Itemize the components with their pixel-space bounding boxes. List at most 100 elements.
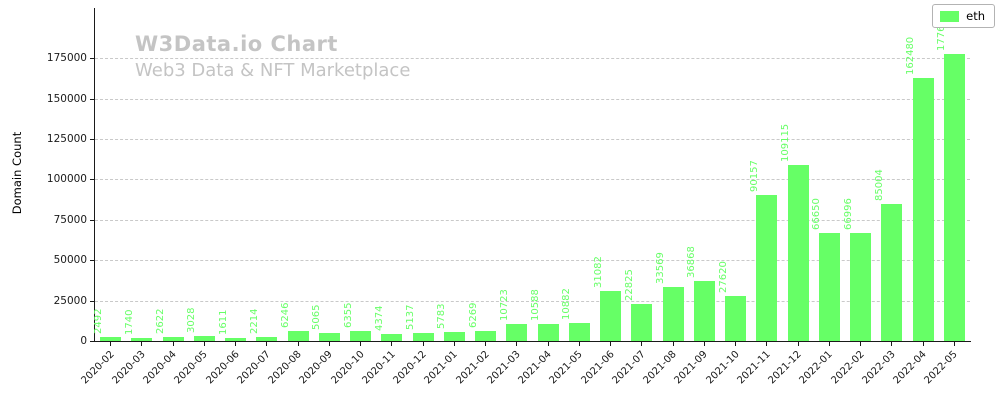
y-tick-label: 25000 [53,294,87,307]
bar-2021-11 [756,195,778,341]
y-tick-label: 150000 [46,92,87,105]
y-tick-mark [90,58,95,60]
bar-value-label: 162480 [905,37,917,76]
bar-value-label: 109115 [780,123,792,162]
bar-value-label: 2214 [248,308,260,335]
x-tick-mark [516,342,518,346]
gridline [95,300,970,302]
x-tick-mark [610,342,612,346]
bar-value-label: 90157 [748,160,760,193]
legend-swatch-eth [940,10,960,22]
y-axis-label: Domain Count [10,131,24,215]
bar-2021-01 [443,331,465,341]
x-tick-mark [735,342,737,346]
bar-2021-05 [568,323,590,341]
x-tick-mark [266,342,268,346]
bar-value-label: 4374 [373,305,385,331]
y-tick-label: 125000 [46,132,87,145]
bar-2020-06 [225,338,247,341]
bar-2022-03 [881,203,903,341]
x-tick-mark [328,342,330,346]
x-tick-mark [235,342,237,346]
bar-2020-10 [350,330,372,341]
gridline [95,98,970,100]
bar-2020-12 [412,332,434,341]
bar-2021-02 [475,330,497,341]
bar-2020-09 [318,332,340,341]
y-axis-line [94,8,95,342]
bar-value-label: 6355 [342,302,354,328]
x-tick-mark [297,342,299,346]
x-tick-mark [672,342,674,346]
bar-value-label: 2622 [155,308,167,334]
bar-value-label: 1611 [217,309,229,336]
bar-2022-01 [818,233,840,341]
bar-value-label: 66996 [842,197,854,230]
bar-value-label: 3028 [186,307,198,334]
x-tick-mark [360,342,362,346]
bar-value-label: 5065 [311,304,323,330]
gridline [95,260,970,262]
x-tick-mark [141,342,143,346]
bar-2020-04 [162,336,184,341]
bar-value-label: 6269 [467,302,479,328]
y-tick-label: 50000 [53,254,87,267]
x-tick-mark [203,342,205,346]
bar-value-label: 10588 [530,289,542,321]
bar-2021-12 [787,164,809,341]
bar-2021-04 [537,323,559,341]
bar-2021-08 [662,286,684,341]
bar-value-label: 22825 [623,269,635,302]
gridline [95,219,970,221]
x-tick-mark [110,342,112,346]
bar-2020-02 [100,336,122,341]
y-tick-mark [90,98,95,100]
y-tick-label: 100000 [46,173,87,186]
y-tick-mark [90,219,95,221]
bar-2020-03 [131,338,153,341]
x-tick-mark [922,342,924,346]
x-tick-mark [172,342,174,346]
bar-2020-08 [287,330,309,341]
y-tick-label: 0 [80,335,87,347]
x-tick-mark [828,342,830,346]
x-tick-mark [891,342,893,346]
bar-2021-10 [725,296,747,341]
bar-value-label: 66650 [811,198,823,231]
bar-value-label: 85004 [873,168,885,201]
legend-label: eth [966,9,985,23]
x-tick-mark [703,342,705,346]
y-tick-mark [90,179,95,181]
legend: eth [932,4,995,28]
bar-2022-04 [912,78,934,341]
gridline [95,179,970,181]
y-tick-mark [90,138,95,140]
bar-value-label: 1740 [123,309,135,336]
bar-2020-11 [381,333,403,341]
y-tick-mark [90,300,95,302]
bar-value-label: 2492 [92,308,104,334]
x-tick-mark [547,342,549,346]
bar-2021-06 [600,290,622,341]
bar-2022-02 [850,232,872,341]
bar-2021-03 [506,323,528,341]
plot-area: 0 25000 50000 75000 100000 125000 150000 175000… [47,8,971,386]
bar-value-label: 10882 [561,288,573,321]
bar-value-label: 6246 [280,302,292,328]
y-tick-label: 175000 [46,52,87,65]
x-tick-mark [860,342,862,346]
x-axis-line [94,341,971,342]
x-tick-mark [953,342,955,346]
bar-2021-07 [631,304,653,341]
bar-value-label: 10723 [498,288,510,321]
y-tick-mark [90,260,95,262]
x-tick-mark [797,342,799,346]
bar-2022-05 [943,53,965,341]
x-tick-mark [766,342,768,346]
x-tick-mark [422,342,424,346]
y-tick-label: 75000 [53,213,87,226]
bar-2020-07 [256,337,278,341]
bar-value-label: 33569 [655,251,667,284]
x-tick-mark [578,342,580,346]
